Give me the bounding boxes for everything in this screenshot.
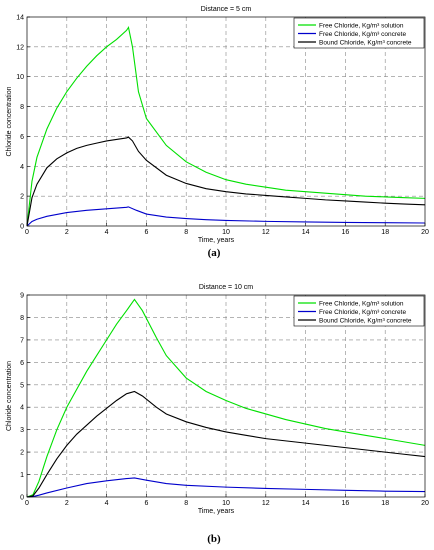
- x-tick-label: 10: [222, 500, 230, 507]
- x-tick-label: 10: [222, 229, 230, 236]
- y-tick-label: 8: [20, 315, 24, 322]
- x-tick-label: 0: [25, 500, 29, 507]
- x-tick-label: 6: [144, 500, 148, 507]
- y-tick-label: 2: [20, 450, 24, 457]
- x-tick-label: 8: [184, 500, 188, 507]
- y-tick-label: 0: [20, 495, 24, 502]
- x-tick-label: 8: [184, 229, 188, 236]
- series-line-3: [26, 136, 426, 227]
- x-tick-label: 16: [342, 500, 350, 507]
- y-tick-label: 1: [20, 472, 24, 479]
- series-line-2: [26, 477, 426, 498]
- series-line-1: [26, 298, 426, 498]
- y-tick-label: 7: [20, 337, 24, 344]
- x-axis-label: Time, years: [198, 237, 235, 244]
- y-axis-label: Chloride concentration: [6, 86, 13, 156]
- x-tick-label: 4: [105, 229, 109, 236]
- legend-entry: Bound Chloride, Kg/m³ concrete: [319, 39, 412, 46]
- y-tick-label: 0: [20, 224, 24, 231]
- x-tick-label: 18: [381, 500, 389, 507]
- y-tick-label: 6: [20, 360, 24, 367]
- x-axis-label: Time, years: [198, 508, 235, 515]
- legend-entry: Free Chloride, Kg/m³ solution: [319, 22, 404, 29]
- figure-caption: (a): [208, 247, 221, 259]
- series-line-1: [26, 26, 426, 227]
- y-tick-label: 2: [20, 194, 24, 201]
- x-tick-label: 2: [65, 229, 69, 236]
- chart-title: Distance = 10 cm: [199, 284, 253, 291]
- y-tick-label: 12: [16, 44, 24, 51]
- x-tick-label: 18: [381, 229, 389, 236]
- x-tick-label: 14: [302, 500, 310, 507]
- x-tick-label: 4: [105, 500, 109, 507]
- y-tick-label: 6: [20, 134, 24, 141]
- series-line-2: [26, 206, 426, 227]
- x-tick-label: 12: [262, 229, 270, 236]
- y-tick-label: 5: [20, 382, 24, 389]
- legend: Free Chloride, Kg/m³ solution Free Chlori…: [293, 17, 425, 49]
- x-tick-label: 20: [421, 229, 429, 236]
- legend-entry: Bound Chloride, Kg/m³ concrete: [319, 317, 412, 324]
- x-tick-label: 20: [421, 500, 429, 507]
- legend-entry: Free Chloride, Kg/m³ solution: [319, 300, 404, 307]
- x-tick-label: 14: [302, 229, 310, 236]
- figure-caption: (b): [207, 533, 221, 545]
- x-tick-label: 2: [65, 500, 69, 507]
- legend-entry: Free Chloride, Kg/m³ concrete: [319, 31, 406, 38]
- y-tick-label: 10: [16, 74, 24, 81]
- legend-entry: Free Chloride, Kg/m³ concrete: [319, 309, 406, 316]
- y-axis-label: Chloride concentration: [6, 361, 13, 431]
- x-tick-label: 0: [25, 229, 29, 236]
- x-tick-label: 6: [144, 229, 148, 236]
- y-tick-label: 4: [20, 405, 24, 412]
- chart-a: Distance = 5 cm 0 2 4 6 8 10 12 14 16 18 20 0 2 4 6 8 10 1…: [6, 6, 429, 259]
- y-tick-label: 8: [20, 104, 24, 111]
- y-tick-label: 3: [20, 427, 24, 434]
- y-tick-label: 4: [20, 164, 24, 171]
- chart-title: Distance = 5 cm: [201, 6, 252, 13]
- x-tick-label: 16: [342, 229, 350, 236]
- x-tick-label: 12: [262, 500, 270, 507]
- legend: Free Chloride, Kg/m³ solution Free Chlori…: [293, 295, 425, 327]
- chart-b: Distance = 10 cm0 2 4 6 8 10 12 14 16 18 200123456…: [6, 284, 429, 545]
- y-tick-label: 14: [16, 15, 24, 22]
- y-tick-label: 9: [20, 293, 24, 300]
- series-line-3: [26, 390, 426, 498]
